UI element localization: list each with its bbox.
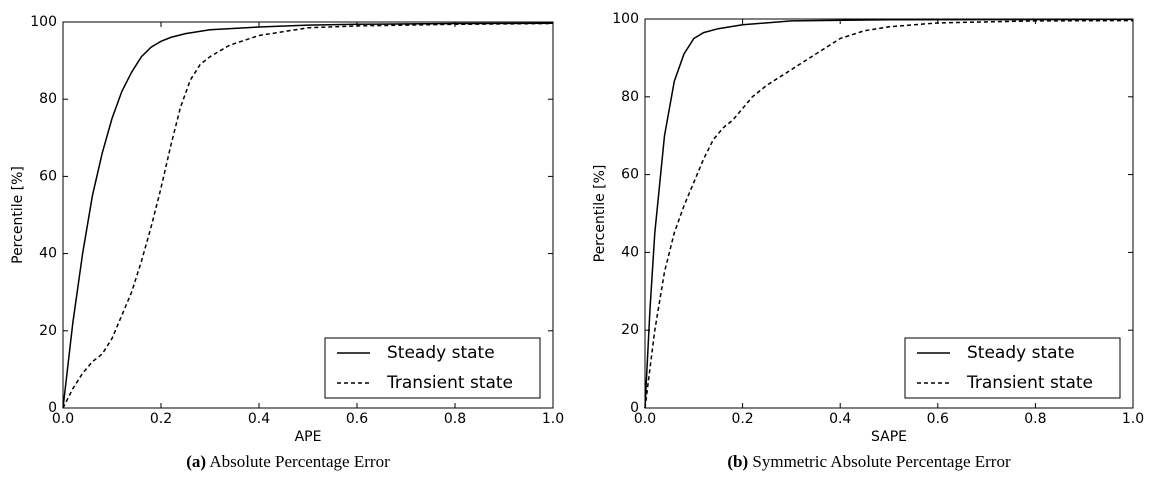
- chart: 0.0 0.2 0.4 0.6 0.8 1.0 0 20 40 60 80 100 SAPE Percen…: [592, 11, 1144, 471]
- y-tick-label: 20: [621, 322, 639, 338]
- data-line: [62, 22, 554, 409]
- data-line: [62, 22, 554, 409]
- x-tick-label: 0.6: [346, 411, 368, 427]
- legend-label: Steady state: [387, 343, 495, 363]
- y-axis-label: Percentile [%]: [592, 165, 608, 263]
- y-tick-label: 0: [48, 400, 57, 416]
- legend-box: [904, 337, 1121, 399]
- x-tick-label: 0.8: [444, 411, 466, 427]
- y-tick-label: 40: [39, 246, 57, 262]
- y-axis-label: Percentile [%]: [10, 166, 26, 264]
- data-line: [644, 18, 1134, 409]
- legend-label: Steady state: [967, 343, 1075, 363]
- y-tick-label: 0: [630, 400, 639, 416]
- data-line: [644, 19, 1134, 409]
- x-tick-label: 0.4: [829, 411, 851, 427]
- y-tick-label: 40: [621, 244, 639, 260]
- x-axis-label: APE: [295, 429, 322, 445]
- x-tick-label: 1.0: [1122, 411, 1144, 427]
- plot-frame: [644, 18, 1134, 409]
- caption-label: (a): [186, 452, 206, 471]
- legend-label: Transient state: [386, 373, 513, 393]
- x-tick-label: 0.6: [927, 411, 949, 427]
- caption-text: Absolute Percentage Error: [209, 452, 390, 471]
- x-tick-label: 0.2: [150, 411, 172, 427]
- y-tick-label: 100: [30, 14, 57, 30]
- caption-label: (b): [727, 452, 748, 471]
- x-tick-label: 0.4: [248, 411, 270, 427]
- caption-text: Symmetric Absolute Percentage Error: [752, 452, 1011, 471]
- y-tick-label: 100: [612, 11, 639, 27]
- caption: (a) Absolute Percentage Error: [186, 452, 390, 471]
- x-axis-label: SAPE: [871, 429, 907, 445]
- y-tick-label: 80: [39, 91, 57, 107]
- x-tick-label: 1.0: [542, 411, 564, 427]
- y-tick-label: 20: [39, 323, 57, 339]
- plot-frame: [62, 21, 554, 409]
- caption: (b) Symmetric Absolute Percentage Error: [727, 452, 1011, 471]
- legend-box: [324, 337, 541, 399]
- y-tick-label: 60: [621, 167, 639, 183]
- y-tick-label: 60: [39, 168, 57, 184]
- legend-label: Transient state: [966, 373, 1093, 393]
- x-tick-label: 0.8: [1024, 411, 1046, 427]
- y-tick-label: 80: [621, 89, 639, 105]
- x-tick-label: 0.0: [634, 411, 656, 427]
- chart: 0.0 0.2 0.4 0.6 0.8 1.0 0 20 40 60 80 100 APE Percent…: [10, 14, 564, 471]
- x-tick-label: 0.0: [52, 411, 74, 427]
- x-tick-label: 0.2: [731, 411, 753, 427]
